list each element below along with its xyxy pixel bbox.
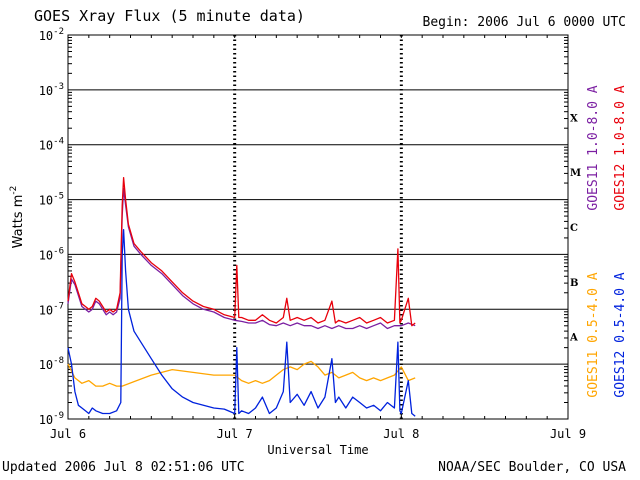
legend-entry: GOES11 0.5-4.0 A [586,272,601,397]
x-tick-label: Jul 7 [217,427,253,441]
series-line [67,360,416,387]
y-tick-label: 10-7 [39,301,64,317]
y-tick-label: 10-5 [39,192,64,208]
flare-class-label: M [570,168,581,179]
y-tick-label: 10-2 [39,27,64,43]
x-axis-label: Universal Time [267,443,368,457]
legend-entry: GOES12 0.5-4.0 A [613,272,628,397]
begin-time-label: Begin: 2006 Jul 6 0000 UTC [422,15,627,30]
y-tick-label: 10-9 [39,411,64,427]
chart-title: GOES Xray Flux (5 minute data) [34,7,305,25]
series-line [67,229,416,417]
agency-credit: NOAA/SEC Boulder, CO USA [438,460,626,475]
flare-class-label: C [570,223,578,234]
flare-class-label: B [570,278,578,289]
series-line [67,176,416,327]
legend-entry: GOES11 1.0-8.0 A [586,85,601,210]
x-tick-label: Jul 9 [550,427,586,441]
flare-class-label: A [569,333,578,344]
y-tick-label: 10-8 [39,356,64,372]
y-tick-label: 10-3 [39,82,64,98]
y-axis-label: Watts m-2 [9,186,26,249]
y-tick-label: 10-4 [39,137,64,153]
x-tick-label: Jul 8 [383,427,419,441]
series-line [67,187,416,330]
plot-frame [67,34,569,420]
x-tick-label: Jul 6 [50,427,86,441]
legend-entry: GOES12 1.0-8.0 A [613,85,628,210]
updated-timestamp: Updated 2006 Jul 8 02:51:06 UTC [2,460,245,475]
flare-class-label: X [570,113,578,124]
y-tick-label: 10-6 [39,246,64,262]
